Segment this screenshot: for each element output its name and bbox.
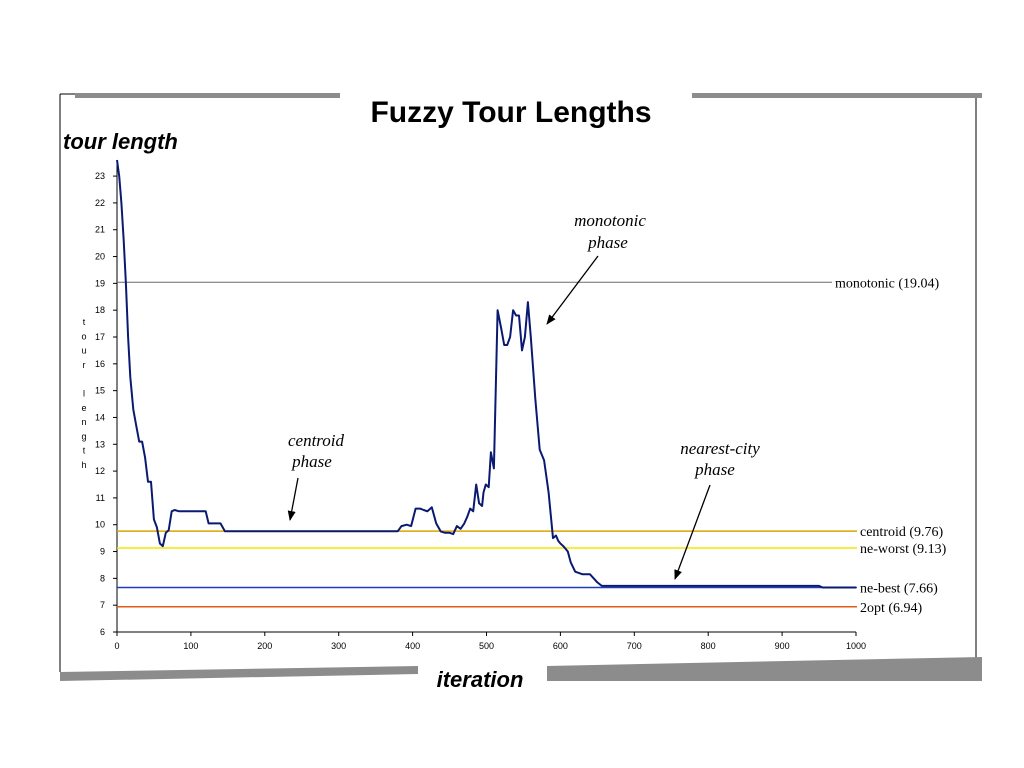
x-tick-label: 700 [627,641,642,651]
annotation-nearest-city-line2: phase [694,460,735,479]
x-tick-label: 500 [479,641,494,651]
x-tick-label: 600 [553,641,568,651]
annotation-nearest-city-arrow [674,484,711,580]
y-tick-label: 21 [95,225,105,235]
frame-bottom-left-bar [60,666,418,681]
slide-title: Fuzzy Tour Lengths [370,96,651,129]
reference-line-label: ne-worst (9.13) [860,542,947,557]
y-axis-letter: e [81,403,86,413]
x-tick-label: 800 [701,641,716,651]
y-tick-label: 22 [95,198,105,208]
y-tick-label: 15 [95,386,105,396]
y-tick-label: 19 [95,278,105,288]
frame-bottom-right-bar [547,657,982,681]
x-tick-label: 400 [405,641,420,651]
y-axis-title: tour length [63,129,178,154]
y-axis-letter: n [81,417,86,427]
reference-line-label: monotonic (19.04) [835,276,940,291]
y-tick-label: 6 [100,627,105,637]
annotation-centroid-line2: phase [291,452,332,471]
frame-top-left-bar [75,93,340,98]
x-tick-label: 200 [257,641,272,651]
y-tick-label: 13 [95,439,105,449]
y-axis-letter: t [83,446,86,456]
annotation-monotonic-line1: monotonic [574,211,646,230]
y-tick-label: 14 [95,412,105,422]
y-tick-label: 17 [95,332,105,342]
y-tick-label: 11 [96,493,105,503]
y-axis-letter: u [81,346,86,356]
x-tick-label: 1000 [846,641,866,651]
frame-top-right-bar [692,93,982,98]
y-tick-label: 23 [95,171,105,181]
annotation-nearest-city-line1: nearest-city [680,439,760,458]
y-tick-label: 16 [95,359,105,369]
x-tick-label: 900 [775,641,790,651]
x-axis-title: iteration [437,667,524,692]
x-tick-label: 300 [331,641,346,651]
y-tick-label: 10 [95,520,105,530]
y-axis-letter: t [83,317,86,327]
reference-line-label: ne-best (7.66) [860,581,938,596]
y-axis-letter: g [81,431,86,441]
y-tick-label: 9 [100,547,105,557]
y-tick-label: 18 [95,305,105,315]
line-chart: 6 7 8 9 10 11 12 13 14 15 16 17 18 19 20 21 22 23 0 100 200 3… [81,159,947,651]
x-tick-label: 100 [183,641,198,651]
reference-line-label: centroid (9.76) [860,525,944,540]
annotation-centroid-arrow [287,477,299,521]
annotation-monotonic-line2: phase [587,233,628,252]
x-tick-label: 0 [114,641,119,651]
y-axis-letter: o [81,331,86,341]
annotation-monotonic-arrow [546,255,599,325]
y-tick-label: 20 [95,252,105,262]
series-line [116,159,856,589]
y-axis-letter: h [81,460,86,470]
y-tick-label: 12 [95,466,105,476]
y-tick-label: 8 [100,573,105,583]
y-axis-letter: l [83,389,85,399]
y-axis-letter: r [83,360,86,370]
reference-line-label: 2opt (6.94) [860,601,923,616]
y-tick-label: 7 [100,600,105,610]
annotation-centroid-line1: centroid [288,431,345,450]
